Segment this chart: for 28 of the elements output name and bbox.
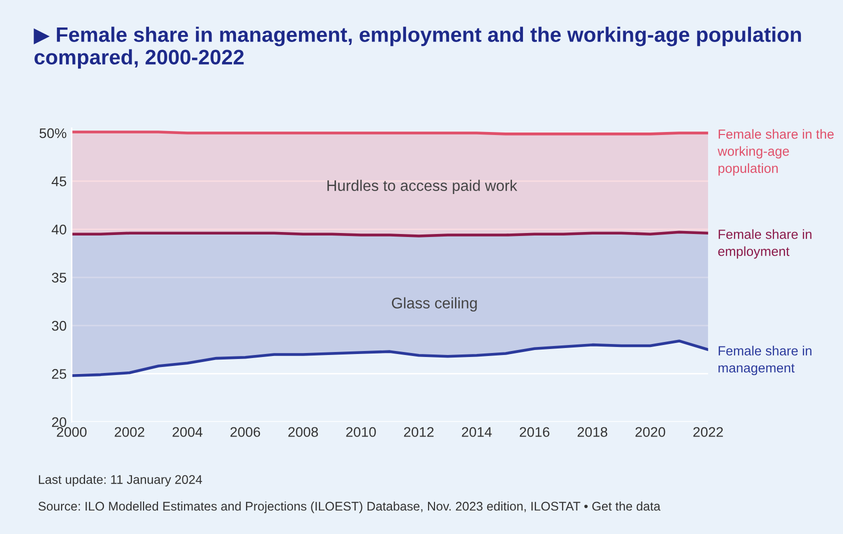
series-label: Female share in management <box>718 346 812 376</box>
x-tick-label: 2006 <box>230 427 260 437</box>
y-tick-label: 40 <box>52 224 66 234</box>
y-tick-label: 35 <box>52 272 66 283</box>
x-tick-label: 2012 <box>404 427 434 437</box>
x-tick-label: 2004 <box>172 427 202 437</box>
x-tick-label: 2002 <box>114 427 144 437</box>
x-tick-label: 2016 <box>520 427 550 437</box>
y-tick-label: 25 <box>52 369 66 379</box>
y-tick-label: 50% <box>40 128 66 138</box>
x-tick-label: 2014 <box>462 427 492 437</box>
line-series <box>72 340 708 378</box>
y-tick-label: 20 <box>52 417 66 428</box>
series-label: Female share in employment <box>718 229 812 259</box>
series-label: Female share in the working-age population <box>718 129 834 176</box>
x-tick-label: 2000 <box>56 427 87 437</box>
x-tick-label: 2020 <box>636 427 666 437</box>
x-tick-label: 2022 <box>693 427 723 437</box>
x-tick-label: 2018 <box>578 427 608 437</box>
x-tick-label: 2008 <box>288 427 318 437</box>
y-tick-label: 30 <box>52 320 66 331</box>
annotation: Hurdles to access paid work <box>327 180 518 194</box>
source-note: Source: ILO Modelled Estimates and Projections (ILOEST) Database, Nov. 2023 edition, ILOSTAT • Get the data <box>38 501 660 514</box>
text: Last update: 11 January 2024 <box>38 474 202 486</box>
chart-title: ▶ Female share in management, employment and the working-age population compared, 2000-2022 <box>34 26 801 69</box>
x-tick-label: 2010 <box>346 427 376 437</box>
y-tick-label: 45 <box>52 176 66 186</box>
annotation: Glass ceiling <box>392 297 477 312</box>
